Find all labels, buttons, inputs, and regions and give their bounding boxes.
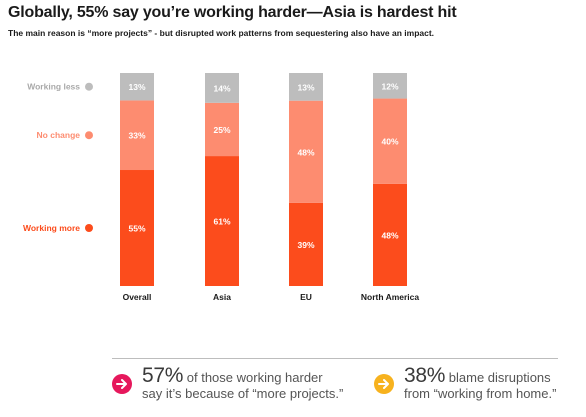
data-label: 55%	[128, 224, 145, 234]
data-label: 39%	[297, 240, 314, 250]
bar-segment-no-change	[289, 100, 323, 203]
callout-line1: blame disruptions	[448, 370, 551, 385]
bar-segment-working-more	[289, 202, 323, 286]
data-label: 40%	[381, 137, 398, 147]
data-label: 12%	[381, 81, 398, 91]
divider	[112, 358, 558, 359]
data-label: 25%	[213, 125, 230, 135]
legend-label-working-less: Working less	[27, 82, 80, 92]
legend-marker-working-less	[85, 82, 93, 91]
bar-segment-no-change	[205, 102, 239, 157]
bar-segment-working-more	[373, 183, 407, 286]
x-tick-label: Overall	[123, 292, 152, 302]
x-tick-label: EU	[300, 292, 312, 302]
data-label: 14%	[213, 83, 230, 93]
chart-title: Globally, 55% say you’re working harder—…	[8, 4, 457, 21]
callout-more-projects: 57% of those working harder say it’s bec…	[112, 365, 344, 402]
bar-segment-working-less	[120, 73, 154, 101]
data-label: 61%	[213, 217, 230, 227]
bar-segment-working-more	[205, 156, 239, 286]
x-tick-label: North America	[361, 292, 420, 302]
callout-line2: say it’s because of “more projects.”	[142, 386, 344, 401]
data-label: 13%	[128, 82, 145, 92]
callout-number: 57%	[142, 364, 184, 387]
legend-marker-working-more	[85, 224, 93, 233]
data-label: 48%	[381, 230, 398, 240]
bar-segment-working-less	[205, 73, 239, 103]
legend-marker-no-change	[85, 131, 93, 140]
bar-segment-working-more	[120, 170, 154, 286]
x-tick-label: Asia	[213, 292, 231, 302]
callout-number: 38%	[404, 364, 446, 387]
bar-segment-working-less	[373, 73, 407, 99]
chart-subtitle: The main reason is “more projects” - but…	[8, 28, 435, 38]
callout-line1: of those working harder	[186, 370, 323, 385]
callout-working-from-home: 38% blame disruptions from “working from…	[374, 365, 557, 402]
data-label: 13%	[297, 82, 314, 92]
arrow-right-icon	[112, 374, 132, 394]
callout-line2: from “working from home.”	[404, 386, 557, 401]
data-label: 48%	[297, 147, 314, 157]
bar-segment-working-less	[289, 73, 323, 101]
data-label: 33%	[128, 131, 145, 141]
arrow-right-icon	[374, 374, 394, 394]
bar-segment-no-change	[373, 98, 407, 184]
legend-label-working-more: Working more	[23, 223, 80, 233]
bar-segment-no-change	[120, 100, 154, 171]
legend-label-no-change: No change	[37, 130, 81, 140]
